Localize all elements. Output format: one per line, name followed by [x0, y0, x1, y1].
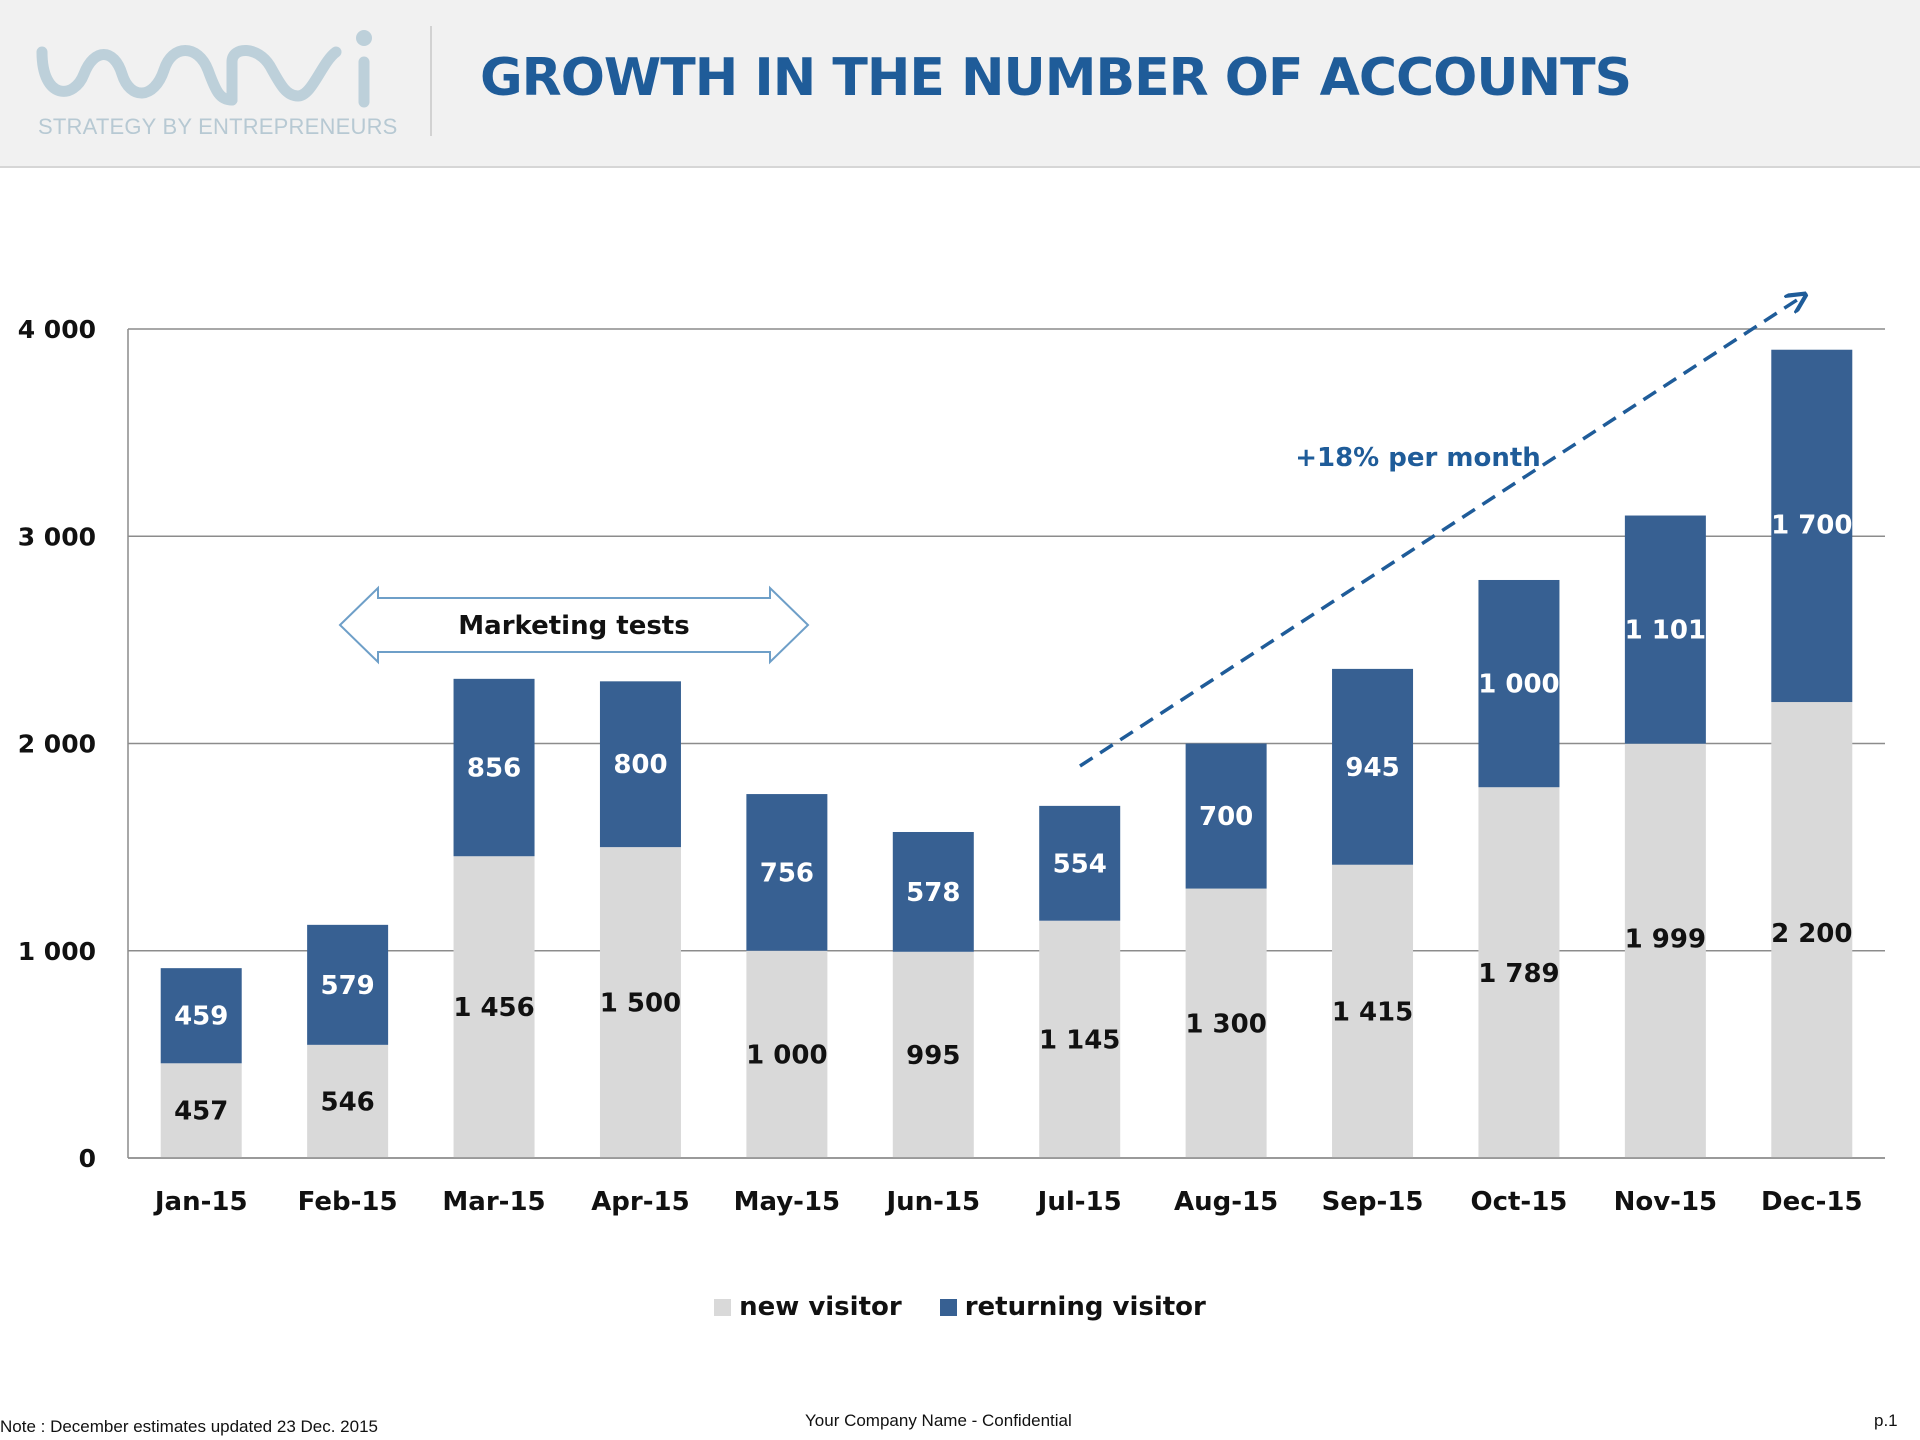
x-tick-label: May-15: [734, 1187, 841, 1217]
header-bar: STRATEGY BY ENTREPRENEURS GROWTH IN THE …: [0, 0, 1920, 168]
legend-item-returning-visitor: returning visitor: [939, 1292, 1206, 1322]
data-label-new-visitor: 1 789: [1478, 959, 1559, 989]
data-label-returning-visitor: 1 700: [1771, 511, 1852, 541]
header-divider: [430, 26, 432, 136]
data-label-returning-visitor: 856: [467, 754, 521, 784]
data-label-returning-visitor: 945: [1345, 753, 1399, 783]
data-label-returning-visitor: 756: [760, 858, 814, 888]
data-label-new-visitor: 457: [174, 1097, 228, 1127]
bar-new-visitor: [746, 950, 828, 1158]
data-label-new-visitor: 1 415: [1332, 997, 1413, 1027]
bar-returning-visitor: [892, 831, 974, 952]
bar-new-visitor: [453, 856, 535, 1158]
data-label-new-visitor: 1 000: [746, 1040, 827, 1070]
marketing-tests-label: Marketing tests: [458, 611, 689, 641]
y-tick-label: 1 000: [18, 937, 96, 966]
x-tick-label: Aug-15: [1174, 1187, 1278, 1217]
y-tick-label: 2 000: [18, 730, 96, 759]
y-tick-label: 0: [79, 1144, 96, 1173]
data-label-returning-visitor: 554: [1053, 849, 1107, 879]
data-label-new-visitor: 546: [320, 1087, 374, 1117]
x-tick-label: Apr-15: [591, 1187, 690, 1217]
data-label-new-visitor: 2 200: [1771, 919, 1852, 949]
x-tick-label: Jan-15: [153, 1187, 248, 1217]
data-label-new-visitor: 1 999: [1625, 925, 1706, 955]
legend-item-new-visitor: new visitor: [714, 1292, 902, 1322]
bar-returning-visitor: [453, 678, 535, 857]
bar-returning-visitor: [599, 681, 681, 848]
bar-returning-visitor: [307, 924, 389, 1045]
x-tick-label: Feb-15: [298, 1187, 398, 1217]
data-label-new-visitor: 1 145: [1039, 1025, 1120, 1055]
data-label-returning-visitor: 1 101: [1625, 616, 1706, 646]
y-tick-label: 3 000: [18, 522, 96, 551]
bar-new-visitor: [1332, 864, 1414, 1158]
data-label-new-visitor: 1 300: [1185, 1009, 1266, 1039]
bar-new-visitor: [160, 1063, 242, 1158]
bar-returning-visitor: [1478, 579, 1560, 788]
x-tick-label: Mar-15: [442, 1187, 545, 1217]
x-tick-label: Nov-15: [1614, 1187, 1718, 1217]
bar-new-visitor: [307, 1044, 389, 1158]
bar-returning-visitor: [160, 968, 242, 1064]
x-tick-label: Dec-15: [1761, 1187, 1863, 1217]
bar-new-visitor: [1624, 743, 1706, 1158]
footer-note: Note : December estimates updated 23 Dec…: [0, 1417, 378, 1436]
data-label-returning-visitor: 579: [320, 971, 374, 1001]
bar-returning-visitor: [1332, 668, 1414, 865]
x-tick-label: Oct-15: [1470, 1187, 1567, 1217]
bar-returning-visitor: [1771, 349, 1853, 703]
growth-rate-label: +18% per month: [1295, 443, 1541, 473]
y-tick-label: 4 000: [18, 315, 96, 344]
legend-swatch-new-visitor: [714, 1298, 732, 1316]
bar-returning-visitor: [1185, 743, 1267, 889]
data-label-returning-visitor: 800: [613, 750, 667, 780]
legend-swatch-returning-visitor: [939, 1298, 957, 1316]
x-tick-label: Jul-15: [1036, 1187, 1122, 1217]
data-label-new-visitor: 995: [906, 1041, 960, 1071]
bar-new-visitor: [1039, 920, 1121, 1158]
marketing-tests-arrow: [338, 585, 810, 665]
bar-new-visitor: [892, 951, 974, 1158]
logo-tagline: STRATEGY BY ENTREPRENEURS: [38, 114, 398, 139]
page-title: GROWTH IN THE NUMBER OF ACCOUNTS: [480, 48, 1632, 108]
page-number: p.1: [1874, 1411, 1898, 1430]
data-label-new-visitor: 1 500: [600, 989, 681, 1019]
chart-legend: new visitor returning visitor: [0, 1292, 1920, 1322]
bar-new-visitor: [1771, 702, 1853, 1158]
legend-label-returning-visitor: returning visitor: [964, 1292, 1206, 1322]
bar-returning-visitor: [1624, 515, 1706, 744]
x-tick-label: Jun-15: [884, 1187, 980, 1217]
footer-confidential: Your Company Name - Confidential: [805, 1411, 1072, 1430]
bar-returning-visitor: [746, 794, 828, 951]
bar-new-visitor: [1185, 888, 1267, 1158]
legend-label-new-visitor: new visitor: [739, 1292, 902, 1322]
data-label-returning-visitor: 578: [906, 878, 960, 908]
data-label-returning-visitor: 700: [1199, 802, 1253, 832]
data-label-returning-visitor: 459: [174, 1002, 228, 1032]
stacked-bar-chart: 0 1 000 2 000 3 000 4 000 457 459 Jan-15 546 579 F…: [18, 180, 1885, 1217]
bar-new-visitor: [1478, 787, 1560, 1158]
data-label-new-visitor: 1 456: [453, 993, 534, 1023]
bar-returning-visitor: [1039, 805, 1121, 921]
data-label-returning-visitor: 1 000: [1478, 670, 1559, 700]
company-logo: [36, 30, 372, 108]
x-tick-label: Sep-15: [1322, 1187, 1424, 1217]
bar-new-visitor: [599, 847, 681, 1158]
